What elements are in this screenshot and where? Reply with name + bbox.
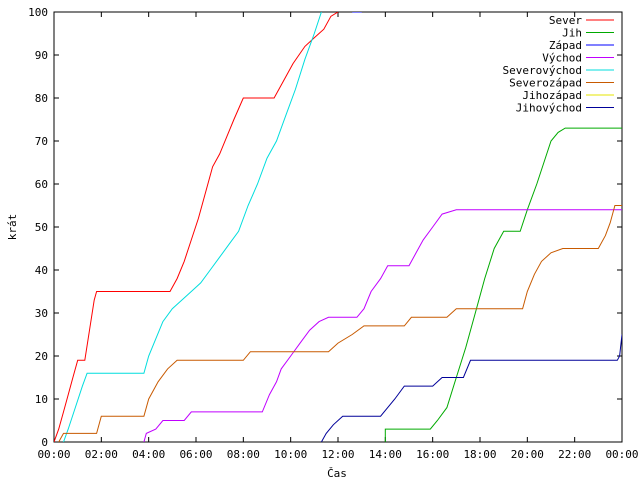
legend-label: Severovýchod	[503, 64, 582, 77]
series-group	[54, 12, 622, 442]
series-line-severozápad	[58, 205, 622, 442]
x-tick-label: 04:00	[132, 448, 165, 461]
x-tick-label: 00:00	[37, 448, 70, 461]
y-axis: 0 10 20 30 40 50 60 70 80 90 100	[28, 6, 622, 449]
y-tick-label: 70	[35, 135, 48, 148]
y-axis-title: krát	[6, 214, 19, 241]
y-tick-label: 80	[35, 92, 48, 105]
legend-label: Západ	[549, 39, 582, 52]
legend-label: Jihovýchod	[516, 102, 582, 115]
y-tick-label: 0	[41, 436, 48, 449]
y-tick-label: 90	[35, 49, 48, 62]
y-tick-label: 20	[35, 350, 48, 363]
x-axis: 00:00 02:00 04:00 06:00 08:00 10:00 12:00 14:00…	[37, 12, 639, 461]
y-tick-label: 60	[35, 178, 48, 191]
series-line-východ	[143, 209, 622, 442]
x-tick-label: 14:00	[369, 448, 402, 461]
y-tick-label: 40	[35, 264, 48, 277]
legend-label: Východ	[542, 52, 582, 65]
series-line-jihovýchod	[320, 334, 622, 442]
legend: SeverJihZápadVýchodSeverovýchodSeverozáp…	[503, 14, 614, 115]
legend-label: Severozápad	[509, 77, 582, 90]
x-tick-label: 12:00	[321, 448, 354, 461]
legend-label: Jihozápad	[522, 89, 582, 102]
x-tick-label: 18:00	[463, 448, 496, 461]
x-tick-label: 02:00	[85, 448, 118, 461]
legend-label: Sever	[549, 14, 582, 27]
legend-label: Jih	[562, 27, 582, 40]
x-tick-label: 08:00	[227, 448, 260, 461]
x-tick-label: 22:00	[558, 448, 591, 461]
series-line-sever	[54, 12, 339, 442]
series-line-severovýchod	[63, 12, 322, 442]
y-tick-label: 50	[35, 221, 48, 234]
y-tick-label: 10	[35, 393, 48, 406]
x-axis-title: Čas	[327, 467, 347, 480]
x-tick-label: 00:00	[605, 448, 638, 461]
y-tick-label: 30	[35, 307, 48, 320]
x-tick-label: 20:00	[511, 448, 544, 461]
x-tick-label: 10:00	[274, 448, 307, 461]
x-tick-label: 06:00	[179, 448, 212, 461]
series-line-jih	[384, 127, 622, 442]
y-tick-label: 100	[28, 6, 48, 19]
x-tick-label: 16:00	[416, 448, 449, 461]
